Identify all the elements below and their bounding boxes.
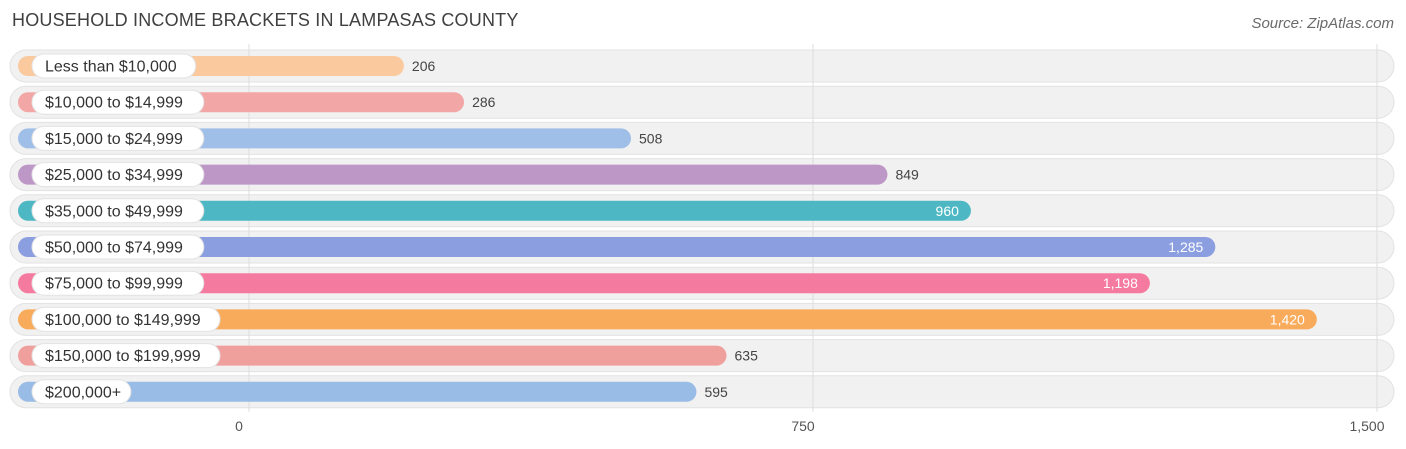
value-label: 286: [472, 94, 496, 110]
category-label: $25,000 to $34,999: [45, 167, 183, 184]
value-label: 1,420: [1270, 311, 1305, 327]
category-pill: [31, 53, 197, 79]
value-label: 849: [895, 167, 919, 183]
category-label: $200,000+: [45, 384, 121, 401]
value-label: 635: [735, 348, 759, 364]
value-label: 508: [639, 130, 663, 146]
category-pill: [31, 125, 205, 151]
category-pill: [31, 343, 221, 369]
category-pill: [31, 306, 221, 332]
category-pill: [31, 162, 205, 188]
bar: [18, 164, 888, 185]
bar: [18, 273, 1150, 294]
category-pill: [31, 379, 132, 405]
bar: [18, 381, 697, 402]
source-note: Source: ZipAtlas.com: [1251, 15, 1394, 32]
value-label: 960: [936, 203, 960, 219]
category-label: $10,000 to $14,999: [45, 95, 183, 112]
category-label: $100,000 to $149,999: [45, 312, 201, 329]
x-tick-label: 750: [791, 418, 815, 434]
category-label: $35,000 to $49,999: [45, 203, 183, 220]
category-label: $75,000 to $99,999: [45, 276, 183, 293]
category-pill: [31, 89, 205, 115]
category-label: $15,000 to $24,999: [45, 131, 183, 148]
value-label: 1,198: [1103, 275, 1138, 291]
chart-title: HOUSEHOLD INCOME BRACKETS IN LAMPASAS CO…: [12, 10, 519, 30]
category-pill: [31, 270, 205, 296]
value-label: 206: [412, 58, 436, 74]
x-tick-label: 1,500: [1349, 418, 1384, 434]
value-label: 1,285: [1168, 239, 1203, 255]
category-pill: [31, 234, 205, 260]
x-tick-label: 0: [235, 418, 243, 434]
category-label: $150,000 to $199,999: [45, 348, 201, 365]
bar: [18, 309, 1317, 330]
value-label: 595: [704, 384, 728, 400]
category-label: $50,000 to $74,999: [45, 240, 183, 257]
category-label: Less than $10,000: [45, 59, 177, 76]
bar: [18, 237, 1216, 257]
bar: [18, 200, 971, 221]
category-pill: [31, 198, 205, 224]
